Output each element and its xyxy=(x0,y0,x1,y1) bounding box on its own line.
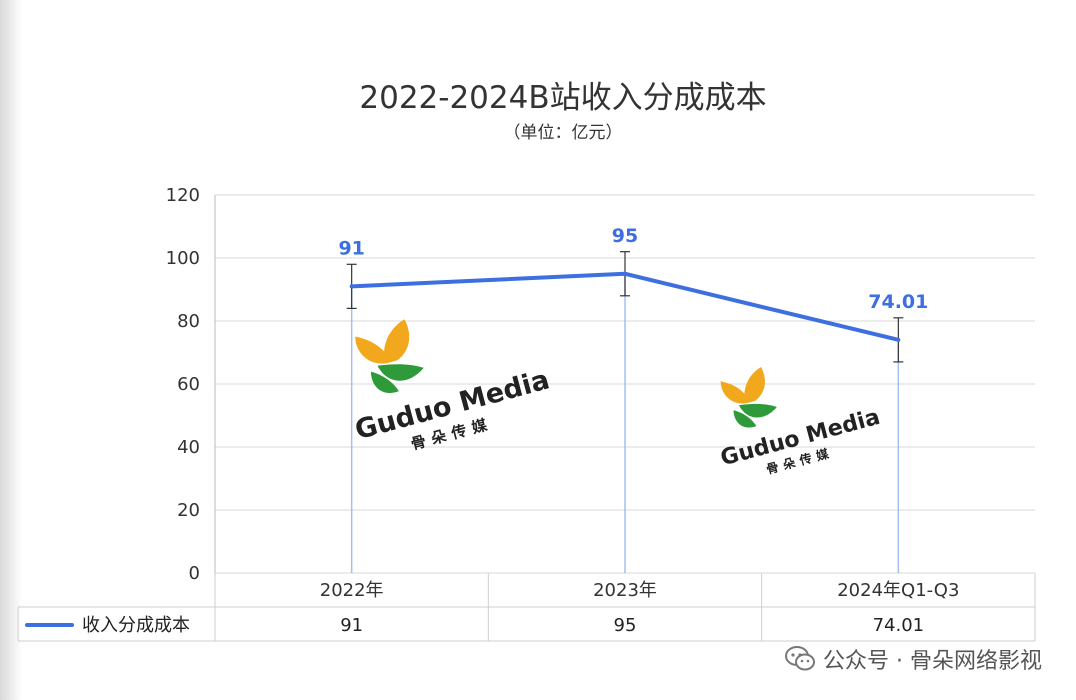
data-label: 74.01 xyxy=(868,291,928,313)
data-labels: 91 95 74.01 xyxy=(338,225,928,313)
chart-subtitle: （单位：亿元） xyxy=(504,123,623,143)
tulip-icon xyxy=(355,319,424,393)
data-label: 95 xyxy=(612,225,638,247)
y-tick-label: 120 xyxy=(166,185,200,206)
series-line xyxy=(349,271,901,342)
series-line-path xyxy=(349,271,901,342)
data-table: 2022年 2023年 2024年Q1-Q3 收入分成成本 91 95 74.01 xyxy=(17,573,1036,642)
y-tick-label: 100 xyxy=(166,248,200,269)
watermark-logo: Guduo Media 骨朵传媒 xyxy=(718,367,883,477)
footer-label: 公众号 · 骨朵网络影视 xyxy=(823,649,1042,674)
y-tick-label: 60 xyxy=(177,374,200,395)
legend-label: 收入分成成本 xyxy=(82,615,190,636)
table-value: 74.01 xyxy=(873,615,925,636)
y-tick-label: 80 xyxy=(177,311,200,332)
y-axis-ticks: 0 20 40 60 80 100 120 xyxy=(166,185,200,584)
drop-lines xyxy=(350,273,900,573)
table-value: 95 xyxy=(614,615,637,636)
y-tick-label: 0 xyxy=(189,563,200,584)
data-label: 91 xyxy=(338,237,364,259)
y-tick-label: 20 xyxy=(177,500,200,521)
x-category-label: 2024年Q1-Q3 xyxy=(837,580,959,601)
left-edge-shadow xyxy=(0,0,22,700)
chart-title: 2022-2024B站收入分成成本 xyxy=(359,80,766,116)
wechat-icon xyxy=(785,646,816,671)
footer-account: 公众号 · 骨朵网络影视 xyxy=(785,642,1042,676)
x-category-label: 2022年 xyxy=(320,580,384,601)
tulip-icon xyxy=(720,367,777,428)
y-tick-label: 40 xyxy=(177,437,200,458)
x-category-label: 2023年 xyxy=(593,580,657,601)
watermark-logo: Guduo Media 骨朵传媒 xyxy=(352,319,553,453)
table-value: 91 xyxy=(340,615,363,636)
